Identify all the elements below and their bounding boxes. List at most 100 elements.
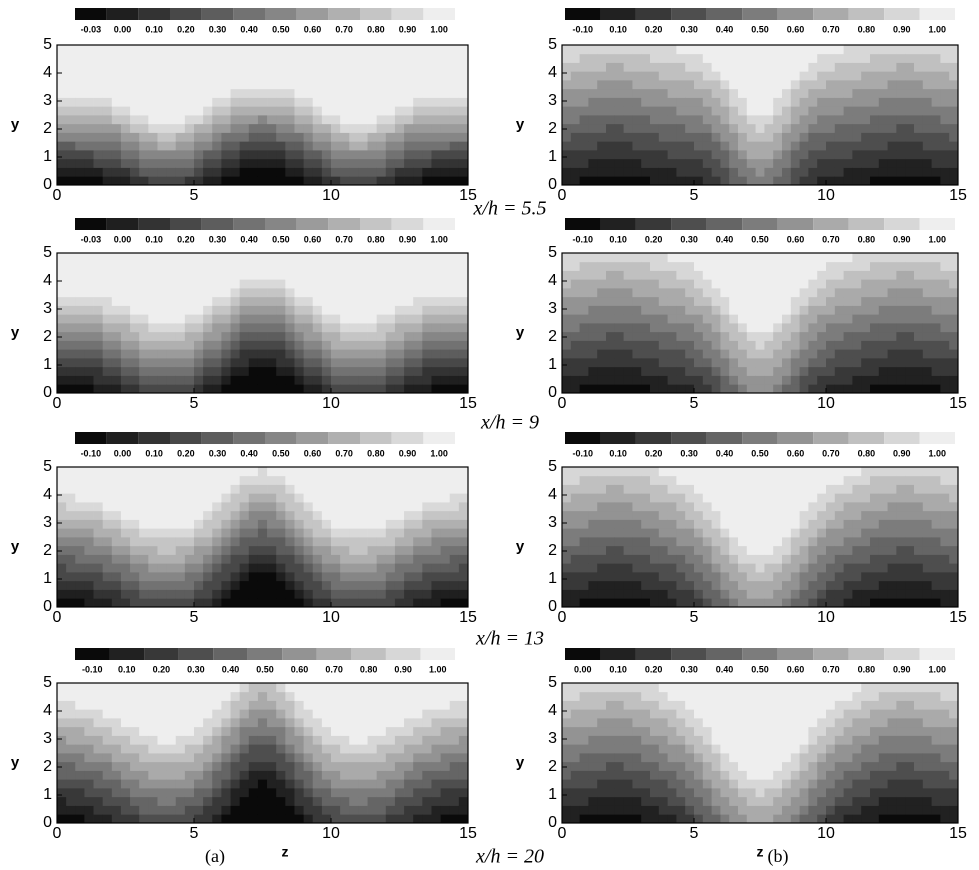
contour-cell xyxy=(570,375,580,385)
contour-cell xyxy=(422,358,432,368)
contour-cell xyxy=(914,296,924,306)
contour-cell xyxy=(949,475,959,485)
contour-cell xyxy=(790,598,800,608)
contour-cell xyxy=(449,572,460,582)
contour-cell xyxy=(93,691,104,701)
contour-cell xyxy=(331,572,341,582)
contour-cell xyxy=(570,270,580,280)
contour-cell xyxy=(914,176,924,186)
contour-cell xyxy=(711,528,721,538)
contour-cell xyxy=(84,340,94,350)
contour-cell xyxy=(239,62,250,72)
contour-cell xyxy=(276,270,286,280)
contour-cell xyxy=(93,340,104,350)
colorbar-label: 0.90 xyxy=(399,234,417,244)
contour-cell xyxy=(385,323,396,333)
contour-cell xyxy=(66,53,76,63)
contour-cell xyxy=(175,554,186,564)
contour-cell xyxy=(641,331,651,341)
contour-cell xyxy=(321,288,332,298)
contour-cell xyxy=(102,71,113,81)
contour-cell xyxy=(340,563,350,573)
contour-cell xyxy=(914,158,924,168)
contour-cell xyxy=(817,45,827,55)
contour-cell xyxy=(922,279,932,289)
contour-cell xyxy=(685,253,695,263)
contour-cell xyxy=(755,71,765,81)
contour-cell xyxy=(139,279,149,289)
contour-cell xyxy=(458,45,469,55)
contour-cell xyxy=(66,279,76,289)
contour-cell xyxy=(431,158,441,168)
contour-cell xyxy=(120,123,131,133)
contour-cell xyxy=(111,814,122,824)
contour-cell xyxy=(746,97,756,107)
contour-cell xyxy=(861,158,871,168)
contour-cell xyxy=(349,88,359,98)
colorbar-label: 0.00 xyxy=(114,448,132,458)
contour-cell xyxy=(175,761,186,771)
contour-cell xyxy=(676,288,686,298)
contour-cell xyxy=(658,167,668,177)
contour-cell xyxy=(694,53,704,63)
contour-cell xyxy=(120,340,131,350)
contour-cell xyxy=(650,340,660,350)
contour-cell xyxy=(194,475,204,485)
contour-cell xyxy=(175,158,186,168)
contour-cell xyxy=(257,123,268,133)
contour-cell xyxy=(148,691,158,701)
contour-cell xyxy=(139,158,149,168)
contour-cell xyxy=(650,598,660,608)
contour-cell xyxy=(230,718,241,728)
contour-cell xyxy=(376,493,387,503)
contour-cell xyxy=(817,467,827,477)
contour-cell xyxy=(449,296,460,306)
contour-cell xyxy=(212,366,222,376)
contour-cell xyxy=(312,71,323,81)
contour-cell xyxy=(887,261,897,271)
contour-cell xyxy=(623,80,633,90)
contour-cell xyxy=(422,580,432,590)
contour-cell xyxy=(203,493,213,503)
contour-cell xyxy=(667,296,677,306)
contour-cell xyxy=(84,484,94,494)
contour-cell xyxy=(221,305,231,315)
contour-cell xyxy=(843,314,853,324)
contour-cell xyxy=(358,537,368,547)
contour-cell xyxy=(931,510,941,520)
colorbar-label: 0.50 xyxy=(751,234,769,244)
contour-cell xyxy=(130,253,140,263)
contour-cell xyxy=(184,545,195,555)
contour-cell xyxy=(870,493,880,503)
contour-cell xyxy=(175,691,186,701)
contour-cell xyxy=(321,305,332,315)
contour-cell xyxy=(562,132,572,142)
contour-cell xyxy=(139,510,149,520)
contour-cell xyxy=(75,779,85,789)
contour-cell xyxy=(755,261,765,271)
contour-cell xyxy=(285,62,295,72)
contour-cell xyxy=(413,279,423,289)
contour-cell xyxy=(808,358,818,368)
contour-cell xyxy=(57,158,67,168)
contour-cell xyxy=(878,545,888,555)
contour-cell xyxy=(623,537,633,547)
contour-cell xyxy=(922,305,932,315)
contour-cell xyxy=(212,814,222,824)
contour-cell xyxy=(404,106,414,116)
contour-cell xyxy=(834,384,844,394)
contour-cell xyxy=(632,475,642,485)
contour-cell xyxy=(57,176,67,186)
contour-cell xyxy=(203,528,213,538)
contour-cell xyxy=(294,167,304,177)
contour-cell xyxy=(878,106,888,116)
contour-cell xyxy=(658,384,668,394)
contour-cell xyxy=(102,323,113,333)
contour-cell xyxy=(738,528,748,538)
contour-cell xyxy=(404,150,414,160)
contour-cell xyxy=(248,314,259,324)
y-tick-label: 3 xyxy=(43,92,52,109)
contour-cell xyxy=(221,253,231,263)
contour-cell xyxy=(720,288,730,298)
contour-cell xyxy=(808,150,818,160)
